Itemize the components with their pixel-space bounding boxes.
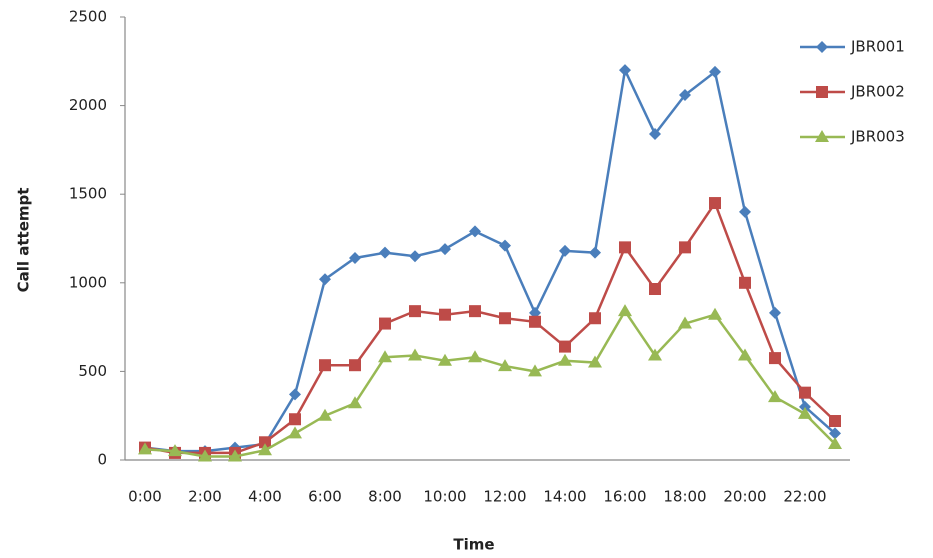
y-tick-label: 0	[97, 451, 107, 469]
series-line	[144, 200, 836, 455]
y-tick-label: 2500	[69, 8, 107, 26]
data-point	[829, 427, 841, 440]
x-tick-label: 2:00	[188, 488, 222, 506]
data-point	[589, 246, 601, 259]
data-point	[528, 364, 542, 377]
x-tick-label: 14:00	[543, 488, 586, 506]
data-point	[499, 239, 511, 252]
x-tick-label: 12:00	[483, 488, 526, 506]
legend-label: JBR002	[850, 83, 905, 101]
data-point	[709, 65, 721, 78]
data-point	[198, 449, 212, 462]
data-point	[678, 316, 692, 329]
series-line	[144, 65, 836, 453]
x-tick-label: 8:00	[368, 488, 402, 506]
data-point	[379, 246, 391, 259]
data-point	[468, 350, 482, 363]
x-tick-label: 16:00	[603, 488, 646, 506]
data-point	[318, 408, 332, 421]
data-point	[319, 359, 331, 372]
data-point	[349, 359, 361, 372]
data-point	[439, 243, 451, 256]
x-tick-label: 6:00	[308, 488, 342, 506]
data-point	[739, 276, 751, 289]
y-tick-label: 2000	[69, 96, 107, 114]
data-point	[259, 436, 271, 449]
data-point	[798, 406, 812, 419]
data-point	[649, 127, 661, 140]
legend-label: JBR003	[850, 128, 905, 146]
data-point	[649, 283, 661, 296]
data-point	[409, 250, 421, 263]
data-point	[168, 444, 182, 457]
data-point	[799, 386, 811, 399]
data-point	[348, 396, 362, 409]
data-point	[679, 241, 691, 254]
data-point	[618, 304, 632, 317]
data-point	[408, 348, 422, 361]
data-point	[709, 197, 721, 210]
x-tick-label: 18:00	[663, 488, 706, 506]
data-point	[469, 305, 481, 318]
data-point	[379, 317, 391, 330]
series-line	[144, 308, 836, 458]
x-tick-label: 10:00	[423, 488, 466, 506]
data-point	[559, 340, 571, 353]
data-point	[679, 88, 691, 101]
data-point	[799, 400, 811, 413]
y-axis-label: Call attempt	[15, 188, 33, 293]
data-point	[499, 312, 511, 325]
data-point	[558, 353, 572, 366]
data-point	[588, 355, 602, 368]
data-point	[768, 390, 782, 403]
data-point	[828, 437, 842, 450]
data-point	[829, 415, 841, 428]
data-point	[228, 449, 242, 462]
legend-marker	[816, 86, 828, 98]
data-point	[378, 350, 392, 363]
x-tick-label: 4:00	[248, 488, 282, 506]
legend-label: JBR001	[850, 38, 905, 56]
x-tick-label: 0:00	[128, 488, 162, 506]
data-point	[498, 359, 512, 372]
data-point	[529, 315, 541, 328]
data-point	[288, 426, 302, 439]
data-point	[469, 225, 481, 238]
data-point	[289, 388, 301, 401]
legend-marker	[816, 41, 828, 53]
data-point	[439, 308, 451, 321]
x-tick-label: 20:00	[723, 488, 766, 506]
y-tick-label: 1500	[69, 185, 107, 203]
data-point	[589, 312, 601, 325]
data-point	[258, 443, 272, 456]
data-point	[349, 251, 361, 264]
data-point	[769, 352, 781, 365]
x-axis-label: Time	[453, 536, 494, 554]
x-tick-label: 22:00	[783, 488, 826, 506]
data-point	[739, 205, 751, 218]
data-point	[409, 305, 421, 318]
legend-marker	[815, 130, 829, 142]
data-point	[738, 348, 752, 361]
data-point	[559, 244, 571, 257]
y-tick-label: 1000	[69, 273, 107, 291]
data-point	[769, 306, 781, 319]
data-point	[708, 307, 722, 320]
data-point	[648, 348, 662, 361]
data-point	[138, 442, 152, 455]
y-tick-label: 500	[78, 362, 107, 380]
data-point	[289, 413, 301, 426]
data-point	[619, 64, 631, 77]
data-point	[319, 273, 331, 286]
data-point	[619, 241, 631, 254]
data-point	[438, 353, 452, 366]
